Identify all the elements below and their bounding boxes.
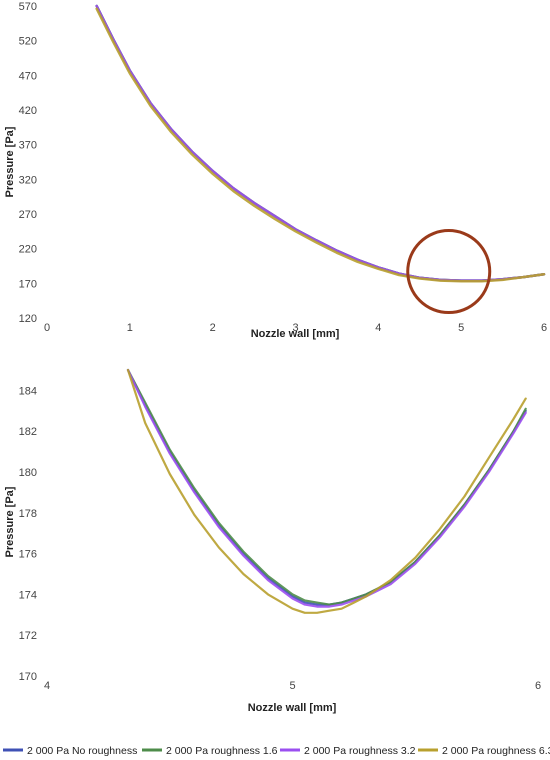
x-tick-label: 4	[375, 322, 381, 334]
series-roughness-3-2-line	[95, 4, 546, 282]
y-tick-label: 420	[19, 105, 37, 117]
x-tick-label: 3	[292, 322, 298, 334]
series-roughness-6-3-line	[126, 368, 527, 614]
x-tick-label: 6	[541, 322, 547, 334]
legend-label: 2 000 Pa roughness 6.3	[442, 745, 550, 757]
legend-item: 2 000 Pa roughness 6.3	[418, 745, 550, 757]
series-no-roughness-line	[95, 4, 546, 282]
y-tick-label: 184	[19, 385, 37, 397]
bottom-chart-x-ticks: 4 5 6	[44, 680, 541, 692]
bottom-chart-series-layer	[126, 368, 527, 614]
y-tick-label: 470	[19, 70, 37, 82]
top-chart-series-layer	[95, 4, 546, 283]
y-tick-label: 570	[19, 1, 37, 13]
top-chart-x-axis-title: Nozzle wall [mm]	[251, 328, 340, 340]
y-tick-label: 178	[19, 508, 37, 520]
y-tick-label: 220	[19, 244, 37, 256]
series-roughness-6-3-line	[95, 7, 546, 283]
legend-item: 2 000 Pa No roughness	[3, 745, 137, 757]
legend-label: 2 000 Pa roughness 3.2	[304, 745, 416, 757]
top-chart: 0 1 2 3 4 5 6 120 170 220 270 320 370 420 470 520 570 N…	[4, 1, 547, 340]
x-tick-label: 4	[44, 680, 50, 692]
x-tick-label: 0	[44, 322, 50, 334]
legend-item: 2 000 Pa roughness 3.2	[280, 745, 416, 757]
legend: 2 000 Pa No roughness 2 000 Pa roughness…	[3, 745, 550, 757]
bottom-chart: 4 5 6 170 172 174 176 178 180 182 184 Nozzle wall…	[4, 368, 541, 714]
x-tick-label: 6	[535, 680, 541, 692]
series-roughness-1-6-line	[95, 4, 546, 282]
bottom-chart-y-ticks: 170 172 174 176 178 180 182 184	[19, 385, 37, 683]
y-tick-label: 170	[19, 278, 37, 290]
y-tick-label: 176	[19, 549, 37, 561]
bottom-chart-y-axis-title: Pressure [Pa]	[4, 486, 16, 557]
series-roughness-1-6-line	[126, 368, 527, 606]
y-tick-label: 180	[19, 467, 37, 479]
legend-label: 2 000 Pa No roughness	[27, 745, 137, 757]
y-tick-label: 174	[19, 589, 37, 601]
top-chart-y-ticks: 120 170 220 270 320 370 420 470 520 570	[19, 1, 37, 325]
y-tick-label: 370	[19, 140, 37, 152]
y-tick-label: 320	[19, 174, 37, 186]
legend-label: 2 000 Pa roughness 1.6	[166, 745, 278, 757]
series-no-roughness-line	[126, 368, 527, 606]
top-chart-x-ticks: 0 1 2 3 4 5 6	[44, 322, 547, 334]
y-tick-label: 172	[19, 630, 37, 642]
series-roughness-3-2-line	[126, 368, 527, 608]
x-tick-label: 5	[458, 322, 464, 334]
x-tick-label: 5	[289, 680, 295, 692]
x-tick-label: 1	[127, 322, 133, 334]
bottom-chart-x-axis-title: Nozzle wall [mm]	[248, 702, 337, 714]
y-tick-label: 520	[19, 36, 37, 48]
y-tick-label: 270	[19, 209, 37, 221]
x-tick-label: 2	[210, 322, 216, 334]
y-tick-label: 182	[19, 426, 37, 438]
top-chart-y-axis-title: Pressure [Pa]	[4, 126, 16, 197]
y-tick-label: 170	[19, 671, 37, 683]
legend-item: 2 000 Pa roughness 1.6	[142, 745, 278, 757]
highlight-circle	[406, 229, 492, 315]
y-tick-label: 120	[19, 313, 37, 325]
